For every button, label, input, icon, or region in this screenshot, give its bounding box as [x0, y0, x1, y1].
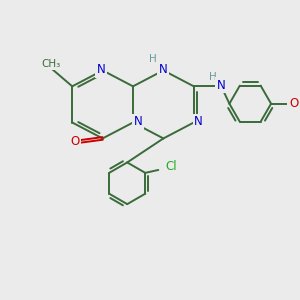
- Text: O: O: [70, 135, 79, 148]
- Text: N: N: [194, 116, 203, 128]
- Text: Cl: Cl: [166, 160, 177, 173]
- Text: N: N: [97, 63, 106, 76]
- Text: H: H: [209, 72, 217, 82]
- Text: H: H: [148, 54, 156, 64]
- Text: CH₃: CH₃: [41, 59, 60, 69]
- Text: N: N: [217, 79, 226, 92]
- Text: N: N: [158, 63, 167, 76]
- Text: N: N: [134, 116, 142, 128]
- Text: O: O: [289, 97, 298, 110]
